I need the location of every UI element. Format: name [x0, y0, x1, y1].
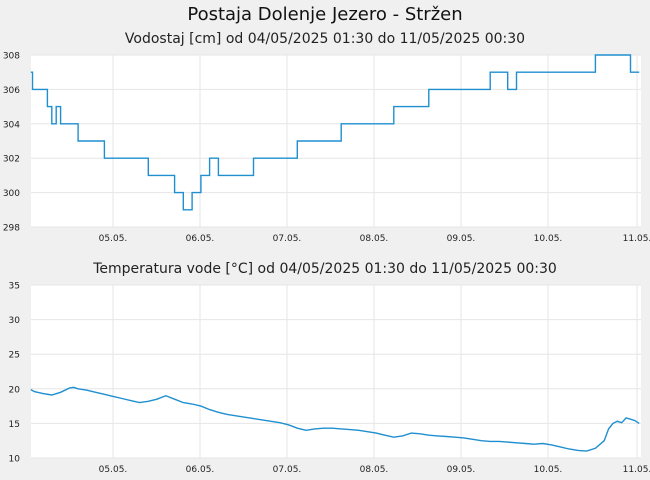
page-title: Postaja Dolenje Jezero - Stržen: [187, 4, 463, 25]
temp-x-tick-label: 07.05.: [273, 465, 302, 475]
level-y-tick-label: 300: [3, 189, 20, 199]
level-y-tick-label: 308: [3, 52, 20, 62]
temp-x-tick-label: 06.05.: [186, 465, 215, 475]
temp-y-tick-label: 35: [9, 282, 20, 292]
temp-x-tick-label: 11.05.: [623, 465, 650, 475]
temp-y-tick-label: 20: [9, 385, 21, 395]
level-x-tick-label: 06.05.: [186, 234, 215, 244]
temp-y-tick-label: 15: [9, 420, 20, 430]
level-x-tick-label: 10.05.: [534, 234, 563, 244]
chart-title-water-temperature: Temperatura vode [°C] od 04/05/2025 01:3…: [93, 261, 557, 277]
level-series-line: [30, 54, 640, 211]
temp-x-tick-label: 10.05.: [534, 465, 563, 475]
temp-x-tick-label: 09.05.: [447, 465, 476, 475]
temp-x-tick-label: 08.05.: [360, 465, 389, 475]
level-y-tick-label: 302: [3, 155, 20, 165]
temp-y-tick-label: 25: [9, 351, 20, 361]
level-y-tick-label: 306: [3, 86, 20, 96]
temp-x-tick-label: 05.05.: [99, 465, 128, 475]
chart-title-water-level: Vodostaj [cm] od 04/05/2025 01:30 do 11/…: [124, 31, 526, 47]
level-x-tick-label: 07.05.: [273, 234, 302, 244]
temp-y-tick-label: 10: [9, 455, 21, 465]
temp-y-tick-label: 30: [9, 316, 21, 326]
temp-plot-area: [31, 285, 641, 458]
level-x-tick-label: 08.05.: [360, 234, 389, 244]
level-x-tick-label: 05.05.: [99, 234, 128, 244]
level-x-tick-label: 09.05.: [447, 234, 476, 244]
level-x-tick-label: 11.05.: [623, 234, 650, 244]
level-y-tick-label: 304: [3, 120, 20, 130]
temp-series-line: [30, 386, 640, 452]
level-y-tick-label: 298: [3, 224, 20, 234]
